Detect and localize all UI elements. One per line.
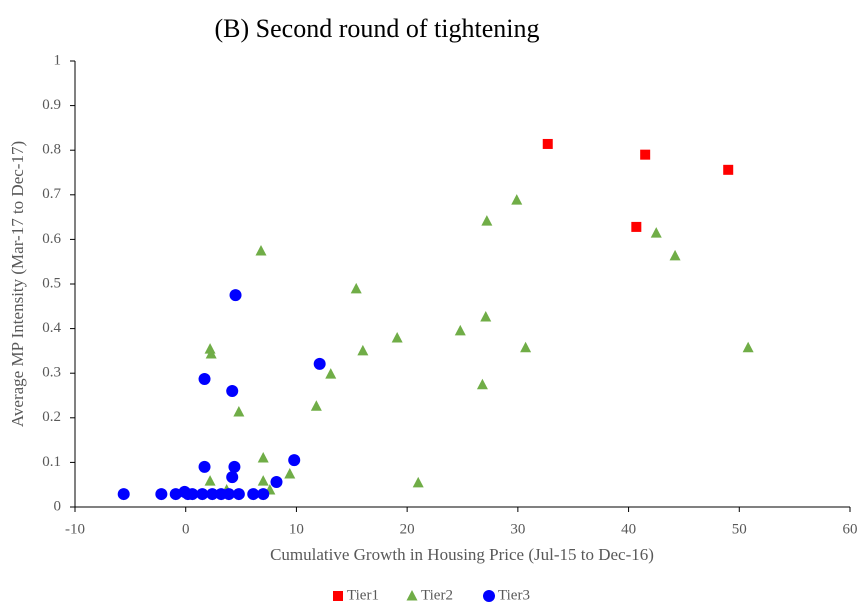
- y-tick-label: 0: [54, 498, 62, 514]
- legend-label: Tier1: [347, 587, 379, 603]
- legend-label: Tier3: [498, 587, 530, 603]
- y-tick-label: 0.9: [42, 97, 61, 113]
- point: [650, 227, 662, 238]
- point: [226, 385, 239, 398]
- point: [270, 476, 283, 489]
- point: [350, 282, 362, 294]
- point: [205, 348, 217, 359]
- point: [257, 475, 269, 486]
- point: [198, 460, 211, 473]
- point: [412, 476, 424, 488]
- x-tick-label: 40: [621, 521, 636, 537]
- point: [313, 357, 326, 370]
- point: [481, 215, 493, 226]
- x-tick-label: 10: [289, 521, 304, 537]
- chart-title: (B) Second round of tightening: [215, 14, 540, 43]
- point: [204, 475, 216, 486]
- legend-label: Tier2: [421, 587, 453, 603]
- legend-marker: [483, 590, 495, 602]
- y-tick-label: 0.2: [42, 409, 61, 425]
- x-tick-label: 20: [400, 521, 415, 537]
- point: [196, 488, 209, 501]
- point: [284, 467, 296, 479]
- x-tick-label: -10: [65, 521, 85, 537]
- point: [454, 324, 466, 336]
- point: [198, 372, 211, 385]
- point: [228, 460, 241, 473]
- point: [640, 149, 651, 160]
- point: [206, 488, 219, 501]
- point: [511, 194, 523, 205]
- point: [233, 406, 245, 417]
- y-tick-label: 0.1: [42, 454, 61, 470]
- legend-marker: [333, 591, 343, 601]
- y-tick-label: 0.3: [42, 365, 61, 381]
- point: [186, 488, 199, 501]
- point: [669, 249, 681, 261]
- point: [742, 341, 754, 353]
- point: [476, 378, 488, 390]
- point: [117, 488, 130, 501]
- point: [255, 244, 267, 256]
- y-tick-label: 0.6: [42, 231, 61, 247]
- x-tick-label: 0: [182, 521, 190, 537]
- y-tick-label: 0.5: [42, 275, 61, 291]
- x-tick-label: 50: [732, 521, 747, 537]
- point: [357, 344, 369, 356]
- point: [226, 471, 239, 484]
- point: [325, 368, 337, 379]
- point: [480, 311, 492, 322]
- point: [204, 343, 216, 354]
- y-axis-title: Average MP Intensity (Mar-17 to Dec-17): [8, 141, 27, 427]
- point: [247, 488, 260, 501]
- y-tick-label: 0.8: [42, 142, 61, 158]
- point: [631, 221, 642, 232]
- point: [520, 341, 532, 353]
- y-tick-label: 0.4: [42, 320, 61, 336]
- point: [155, 488, 168, 501]
- y-tick-label: 1: [54, 52, 62, 68]
- point: [542, 138, 553, 149]
- legend-marker: [406, 590, 418, 601]
- point: [257, 451, 269, 463]
- x-axis-title: Cumulative Growth in Housing Price (Jul-…: [270, 545, 654, 564]
- point: [222, 488, 235, 501]
- x-tick-label: 30: [510, 521, 525, 537]
- point: [232, 488, 245, 501]
- x-tick-label: 60: [843, 521, 858, 537]
- point: [310, 400, 322, 411]
- point: [288, 454, 301, 467]
- y-tick-label: 0.7: [42, 186, 61, 202]
- point: [257, 488, 270, 501]
- point: [391, 331, 403, 343]
- point: [723, 164, 734, 175]
- point: [229, 289, 242, 302]
